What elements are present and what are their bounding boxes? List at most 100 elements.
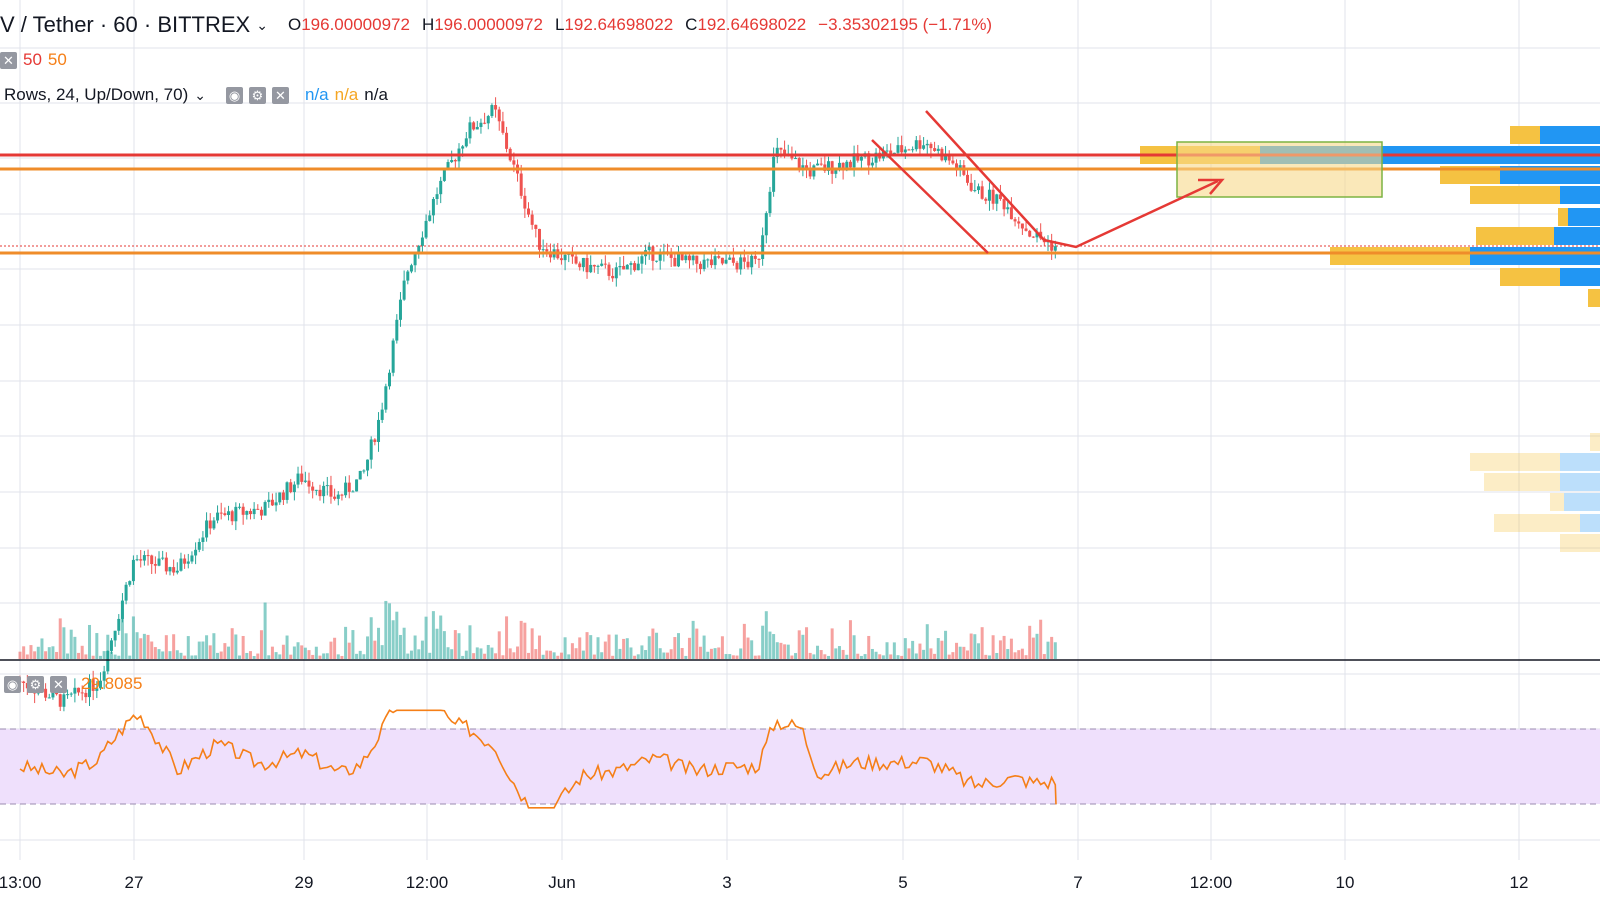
candle-body <box>501 121 505 133</box>
candle-body <box>794 158 798 160</box>
candle-body <box>197 541 201 550</box>
volume-bar <box>859 655 863 659</box>
candle-body <box>812 165 816 177</box>
volume-bar <box>1009 638 1013 659</box>
volume-bar <box>523 622 527 659</box>
close-icon[interactable]: ✕ <box>50 675 67 693</box>
candle-body <box>889 150 893 155</box>
channel-line-upper <box>925 110 1045 241</box>
candle-body <box>259 509 263 516</box>
candle-body <box>896 145 900 153</box>
vp-down-bar <box>1500 268 1560 286</box>
candle-body <box>739 257 743 270</box>
volume-bar <box>490 647 494 659</box>
candle-body <box>870 162 874 166</box>
volume-bar <box>717 647 721 659</box>
volume-bar <box>340 655 344 659</box>
close-icon[interactable]: ✕ <box>0 51 17 69</box>
volume-bar <box>973 634 977 659</box>
candle-body <box>805 165 809 169</box>
candle-body <box>461 146 465 149</box>
volume-bar <box>658 648 662 659</box>
chevron-down-icon[interactable]: ⌄ <box>194 86 206 103</box>
candle-body <box>687 255 691 261</box>
candle-body <box>1020 223 1024 229</box>
forecast-path <box>1043 179 1219 249</box>
candle-body <box>168 567 172 572</box>
candle-body <box>742 257 746 262</box>
volume-bar <box>292 646 296 659</box>
volume-bar <box>757 655 761 659</box>
volume-bar <box>77 652 81 659</box>
candle-body <box>248 511 252 515</box>
candle-body <box>936 148 940 151</box>
candle-body <box>852 153 856 168</box>
candle-body <box>77 687 81 693</box>
volume-bar <box>933 653 937 659</box>
candle-body <box>322 485 326 497</box>
volume-bar <box>439 615 443 659</box>
volume-bar <box>691 620 695 659</box>
candle-body <box>607 264 611 276</box>
volume-bar <box>117 655 121 659</box>
volume-bar <box>153 647 157 659</box>
volume-bar <box>22 646 26 659</box>
vp-down-bar <box>1494 514 1580 532</box>
target-zone <box>1176 141 1383 198</box>
volume-bar <box>66 653 70 659</box>
symbol-label[interactable]: V / Tether · 60 · BITTREX <box>0 12 251 37</box>
close-icon[interactable]: ✕ <box>271 86 289 104</box>
volume-bar <box>497 631 501 659</box>
candle-body <box>289 482 293 493</box>
volume-bar <box>424 616 428 659</box>
volume-bar <box>259 630 263 659</box>
vp-down-bar <box>1470 186 1560 204</box>
candle-body <box>995 194 999 204</box>
candle-body <box>698 263 702 270</box>
volume-bar <box>139 638 143 659</box>
candle-body <box>677 254 680 267</box>
vp-up-bar <box>1568 208 1600 226</box>
eye-icon[interactable]: ◉ <box>225 86 243 104</box>
volume-bar <box>442 631 446 659</box>
volume-bar <box>830 628 834 659</box>
chevron-down-icon[interactable]: ⌄ <box>256 16 268 33</box>
candle-body <box>384 386 388 410</box>
volume-bar <box>355 653 359 659</box>
candle-body <box>578 263 582 268</box>
volume-bar <box>150 641 154 659</box>
candle-body <box>1035 231 1039 238</box>
volume-bar <box>779 642 783 659</box>
volume-bar <box>662 652 666 659</box>
eye-icon[interactable]: ◉ <box>4 675 21 693</box>
gear-icon[interactable]: ⚙ <box>27 675 44 693</box>
candle-body <box>281 492 285 500</box>
volume-bar <box>377 627 381 659</box>
volume-bar <box>263 602 267 659</box>
candle-body <box>95 688 99 691</box>
candle-body <box>194 549 198 556</box>
volume-bar <box>274 652 278 659</box>
volume-bar <box>205 635 209 659</box>
gear-icon[interactable]: ⚙ <box>248 86 266 104</box>
candle-body <box>486 116 490 124</box>
candle-body <box>603 263 607 265</box>
vp-down-bar <box>1558 208 1568 226</box>
candle-body <box>274 502 278 506</box>
volume-bar <box>955 642 959 659</box>
candle-body <box>585 257 589 273</box>
candle-body <box>153 564 157 566</box>
volume-bar <box>464 650 468 659</box>
volume-bar <box>1006 649 1010 659</box>
volume-bar <box>395 611 399 659</box>
volume-bar <box>175 650 179 659</box>
volume-bar <box>47 647 51 659</box>
volume-bar <box>622 638 626 659</box>
volume-bar <box>896 655 900 659</box>
volume-bar <box>179 652 183 659</box>
volume-bar <box>40 638 44 659</box>
volume-bar <box>530 628 534 659</box>
volume-bar <box>991 635 995 659</box>
candle-body <box>66 694 70 696</box>
